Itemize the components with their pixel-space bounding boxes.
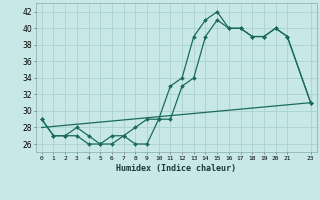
X-axis label: Humidex (Indice chaleur): Humidex (Indice chaleur) bbox=[116, 164, 236, 173]
